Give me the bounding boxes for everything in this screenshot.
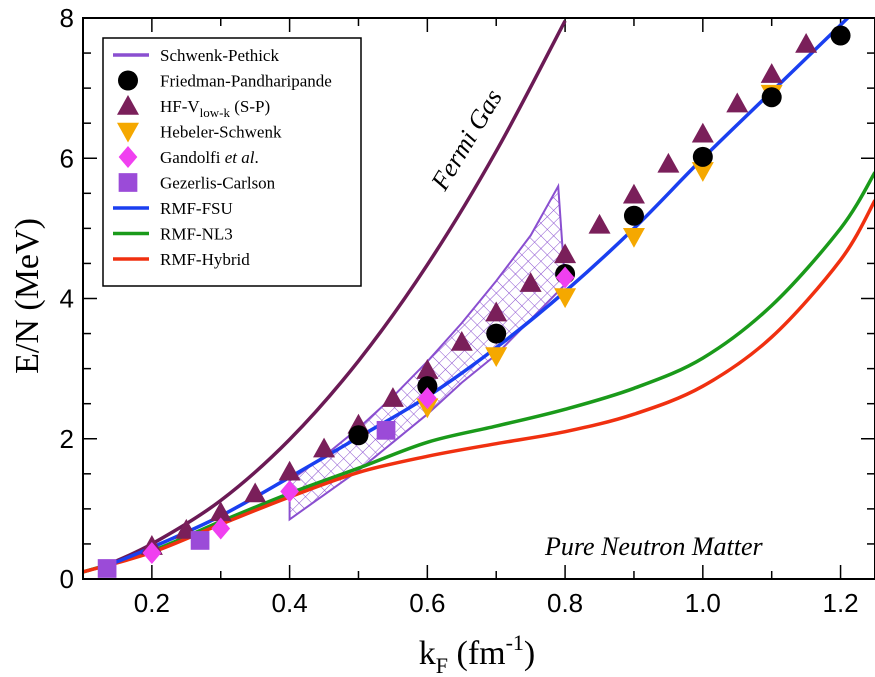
x-tick-label: 1.2 bbox=[822, 588, 858, 618]
circle-point bbox=[761, 87, 782, 108]
x-tick-label: 0.4 bbox=[272, 588, 308, 618]
legend-label: Schwenk-Pethick bbox=[160, 46, 279, 65]
plot-frame bbox=[82, 17, 875, 580]
triangle-up-point bbox=[244, 482, 267, 503]
plot-area bbox=[82, 17, 875, 580]
pure-neutron-matter-label: Pure Neutron Matter bbox=[544, 532, 763, 561]
triangle-up-point bbox=[519, 272, 542, 292]
triangle-up-point bbox=[588, 213, 611, 234]
x-title-subscript: F bbox=[436, 653, 448, 677]
legend-label: Gandolfi et al. bbox=[160, 148, 259, 167]
triangle-up-point bbox=[726, 92, 749, 113]
triangle-up-point bbox=[554, 243, 577, 264]
x-title-base: k bbox=[419, 635, 436, 672]
diamond-point bbox=[555, 266, 575, 289]
x-tick-label: 0.8 bbox=[547, 588, 583, 618]
diamond-point bbox=[417, 387, 437, 410]
fermi-gas-label: Fermi Gas bbox=[425, 84, 508, 196]
legend-box bbox=[102, 37, 362, 287]
diamond-point bbox=[211, 517, 231, 540]
x-axis-title: kF (fm-1) bbox=[419, 630, 536, 677]
legend-marker-swatch bbox=[118, 146, 138, 168]
x-tick-label: 0.6 bbox=[409, 588, 445, 618]
triangle-down-point bbox=[691, 162, 714, 182]
triangle-up-point bbox=[416, 359, 439, 379]
legend-items: Schwenk-Pethick Friedman-Pandharipande HF-… bbox=[113, 46, 332, 269]
data-layer bbox=[83, 18, 875, 578]
x-title-exponent: -1 bbox=[506, 630, 524, 655]
y-tick-label: 4 bbox=[60, 284, 74, 314]
triangle-up-point bbox=[450, 330, 473, 351]
x-tick-label: 1.0 bbox=[685, 588, 721, 618]
triangle-up-point bbox=[691, 122, 714, 143]
x-tick-labels: 0.2 0.4 0.6 0.8 1.0 1.2 bbox=[134, 588, 859, 618]
legend: Schwenk-Pethick Friedman-Pandharipande HF-… bbox=[102, 37, 362, 287]
y-tick-label: 6 bbox=[60, 143, 74, 173]
diamond-point bbox=[280, 480, 299, 503]
legend-label: RMF-NL3 bbox=[160, 225, 233, 244]
triangle-up-point bbox=[485, 301, 508, 322]
legend-label: HF-Vlow-k (S-P) bbox=[160, 97, 270, 120]
triangle-up-point bbox=[381, 387, 404, 407]
circle-point bbox=[348, 425, 369, 446]
y-tick-label: 8 bbox=[60, 3, 74, 33]
legend-label: Friedman-Pandharipande bbox=[160, 72, 332, 91]
square-point bbox=[190, 531, 210, 550]
triangle-down-point bbox=[485, 347, 508, 368]
triangle-up-point bbox=[795, 32, 818, 53]
y-tick-label: 2 bbox=[60, 424, 74, 454]
triangle-up-point bbox=[278, 460, 301, 481]
legend-marker-swatch bbox=[117, 95, 139, 115]
x-title-close: ) bbox=[524, 635, 535, 672]
y-axis-title: E/N (MeV) bbox=[9, 218, 46, 374]
triangle-up-point bbox=[622, 183, 645, 204]
legend-marker-swatch bbox=[117, 122, 139, 143]
diamond-point bbox=[142, 542, 162, 565]
fermi-gas-curve bbox=[102, 19, 567, 568]
circle-point bbox=[623, 205, 644, 226]
triangle-up-point bbox=[657, 152, 680, 173]
circle-point bbox=[692, 146, 713, 167]
triangle-down-point bbox=[622, 227, 645, 248]
circle-point bbox=[486, 323, 507, 344]
triangle-up-point bbox=[313, 437, 336, 458]
triangle-up-point bbox=[760, 63, 783, 83]
legend-label: Hebeler-Schwenk bbox=[160, 123, 282, 142]
y-tick-labels: 0 2 4 6 8 bbox=[60, 3, 74, 594]
legend-label: RMF-Hybrid bbox=[160, 250, 250, 269]
triangle-down-point bbox=[554, 288, 577, 309]
legend-marker-swatch bbox=[118, 70, 138, 91]
legend-label: Gezerlis-Carlson bbox=[160, 174, 276, 193]
marker-layer bbox=[97, 25, 851, 578]
square-point bbox=[97, 559, 117, 578]
x-title-unit: (fm bbox=[448, 635, 506, 672]
legend-marker-swatch bbox=[118, 173, 138, 192]
circle-point bbox=[830, 25, 851, 46]
triangle-up-point bbox=[209, 501, 232, 522]
circle-point bbox=[417, 376, 438, 397]
x-tick-label: 0.2 bbox=[134, 588, 170, 618]
y-tick-label: 0 bbox=[60, 564, 74, 594]
square-point bbox=[376, 420, 396, 440]
legend-label: RMF-FSU bbox=[160, 199, 233, 218]
